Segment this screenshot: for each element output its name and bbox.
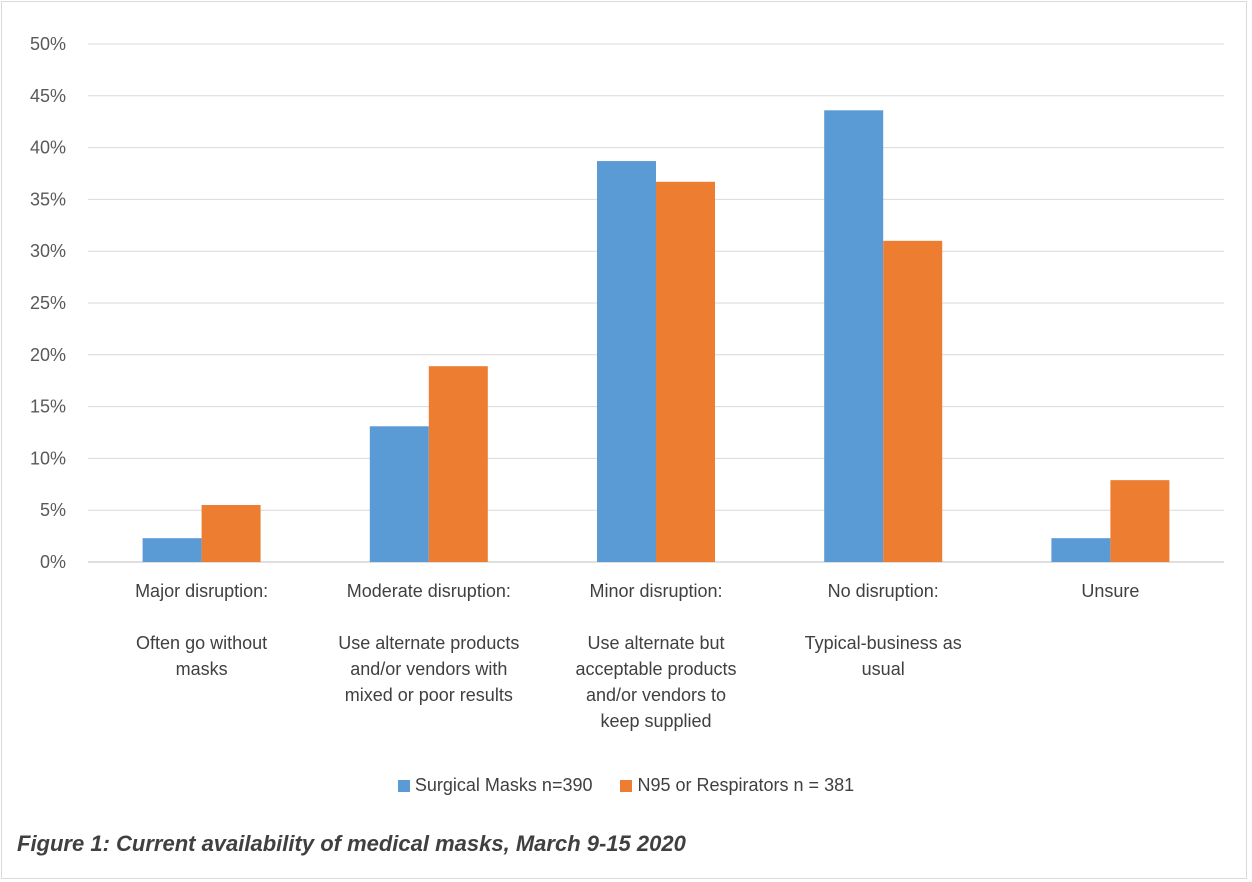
y-tick-label: 40% bbox=[30, 138, 66, 158]
bars bbox=[142, 110, 1170, 562]
gridlines bbox=[88, 43, 1224, 563]
legend-swatch bbox=[397, 779, 410, 792]
legend-label: N95 or Respirators n = 381 bbox=[637, 775, 855, 795]
bar-n95-respirators bbox=[201, 505, 261, 562]
y-tick-label: 30% bbox=[30, 241, 66, 261]
x-axis-category-labels: Major disruption: Often go without masks M… bbox=[135, 581, 1139, 731]
figure-caption: Figure 1: Current availability of medica… bbox=[17, 831, 686, 856]
legend: Surgical Masks n=390 N95 or Respirators n… bbox=[0, 775, 1252, 797]
y-tick-label: 35% bbox=[30, 189, 66, 209]
legend-item-n95-respirators: N95 or Respirators n = 381 bbox=[620, 775, 854, 796]
x-category-label: Moderate disruption: Use alternate produ… bbox=[338, 581, 519, 705]
legend-item-surgical-masks: Surgical Masks n=390 bbox=[397, 775, 593, 796]
x-category-label: Unsure bbox=[1081, 581, 1139, 601]
bar-surgical-masks bbox=[369, 426, 429, 562]
bar-n95-respirators bbox=[656, 181, 715, 562]
y-tick-label: 45% bbox=[30, 86, 66, 106]
y-tick-label: 5% bbox=[40, 500, 66, 520]
x-category-label: No disruption: Typical-business as usual bbox=[805, 581, 962, 679]
y-tick-label: 25% bbox=[30, 293, 66, 313]
y-tick-label: 15% bbox=[30, 397, 66, 417]
x-category-label: Major disruption: Often go without masks bbox=[135, 581, 268, 679]
bar-n95-respirators bbox=[883, 240, 943, 562]
y-axis-tick-labels: 0% 5% 10% 15% 20% 25% 30% 35% 40% 45% 50% bbox=[30, 34, 66, 572]
bar-surgical-masks bbox=[824, 110, 884, 562]
y-tick-label: 10% bbox=[30, 448, 66, 468]
y-tick-label: 20% bbox=[30, 345, 66, 365]
bar-surgical-masks bbox=[142, 538, 202, 562]
bar-n95-respirators bbox=[1110, 480, 1170, 562]
x-category-label: Minor disruption: Use alternate but accep… bbox=[575, 581, 736, 731]
bar-surgical-masks bbox=[1051, 538, 1111, 562]
bar-surgical-masks bbox=[597, 161, 656, 562]
legend-label: Surgical Masks n=390 bbox=[414, 775, 593, 795]
bar-chart: 0% 5% 10% 15% 20% 25% 30% 35% 40% 45% 50% Major di… bbox=[30, 34, 1224, 731]
y-tick-label: 0% bbox=[40, 552, 66, 572]
legend-swatch bbox=[620, 779, 633, 792]
y-tick-label: 50% bbox=[30, 34, 66, 54]
bar-n95-respirators bbox=[428, 366, 488, 562]
